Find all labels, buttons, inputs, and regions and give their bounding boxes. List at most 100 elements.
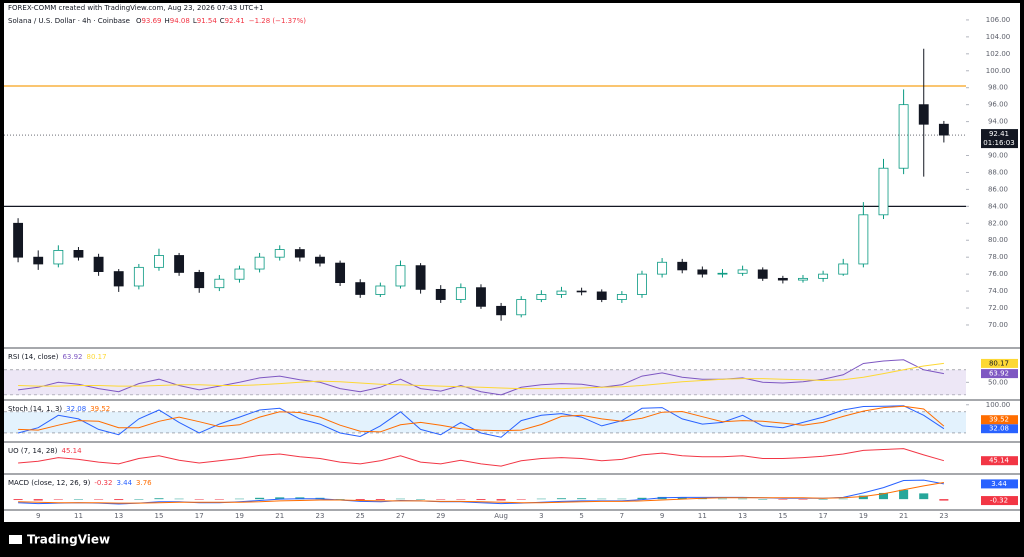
candle-body (496, 305, 507, 316)
candle-body (274, 249, 285, 258)
indicator-line (18, 359, 944, 396)
symbol-header: Solana / U.S. Dollar · 4h · Coinbase O93.… (8, 17, 306, 25)
legend-value: -0.32 (94, 479, 112, 487)
value-tag-label: 39.52 (989, 416, 1009, 424)
histogram-bar (637, 497, 647, 500)
candle-body (878, 167, 889, 216)
value-tag (981, 424, 1018, 434)
candle-body (516, 299, 527, 316)
indicator-title: MACD (close, 12, 26, 9) (8, 479, 91, 487)
histogram-bar (395, 498, 406, 500)
candle-body (113, 271, 124, 287)
x-tick-label: 11 (74, 512, 83, 520)
y-tick-label: 72.00 (988, 304, 1008, 312)
x-tick-label: 21 (275, 512, 284, 520)
symbol: Solana / U.S. Dollar · 4h · Coinbase (8, 17, 130, 25)
histogram-bar (878, 492, 889, 500)
y-tick-label: 74.00 (988, 287, 1008, 295)
histogram-bar (617, 498, 627, 500)
candle-body (455, 287, 466, 300)
y-tick-label: 88.00 (988, 168, 1008, 176)
indicator-line (18, 448, 945, 467)
y-tick-label: 84.00 (988, 202, 1008, 210)
indicator-band (4, 411, 966, 433)
value-tag-label: 63.92 (989, 370, 1009, 378)
y-tick-label: 80.00 (988, 236, 1008, 244)
value-tag-label: 3.44 (991, 480, 1007, 488)
histogram-bar (476, 499, 486, 501)
last-price-tag (981, 129, 1018, 149)
indicator-legend: MACD (close, 12, 26, 9) -0.32 3.44 3.76 (8, 479, 152, 487)
legend-value: 32.08 (66, 405, 86, 413)
histogram-bar (114, 499, 124, 501)
histogram-bar (436, 499, 446, 500)
x-tick-label: 17 (819, 512, 828, 520)
candle-body (918, 104, 929, 125)
x-tick-label: 27 (396, 512, 405, 520)
indicator-line (18, 362, 944, 390)
y-tick-label: 98.00 (988, 84, 1008, 92)
x-tick-label: 3 (539, 512, 543, 520)
histogram-bar (496, 499, 506, 501)
histogram-bar (738, 498, 748, 500)
candle-body (556, 290, 567, 295)
indicator-title: Stoch (14, 1, 3) (8, 405, 62, 413)
ohlc-value: 93.69 (141, 17, 161, 25)
histogram-bar (858, 495, 868, 500)
candle-body (697, 269, 708, 275)
y-tick-label: 86.00 (988, 185, 1008, 193)
histogram-bar (33, 499, 43, 501)
candle-body (476, 287, 486, 307)
histogram-bar (53, 499, 63, 500)
histogram-bar (758, 499, 768, 500)
value-tag (981, 358, 1018, 368)
y-tick-label: 90.00 (988, 152, 1008, 160)
candle-body (536, 294, 547, 300)
candle-body (355, 282, 366, 295)
ohlc-key: H (165, 17, 170, 25)
candle-body (798, 277, 808, 281)
candle-body (737, 269, 748, 274)
watermark-line: FOREX-COMM created with TradingView.com,… (8, 4, 264, 12)
candle-body (616, 294, 627, 300)
x-tick-label: 9 (660, 512, 664, 520)
ohlc-value: 94.08 (170, 17, 190, 25)
indicator-legend: UO (7, 14, 28) 45.14 (8, 447, 82, 455)
ohlc-value: 92.41 (225, 17, 245, 25)
x-tick-label: 29 (436, 512, 445, 520)
y-tick-label: 96.00 (988, 101, 1008, 109)
y-tick-label: 82.00 (988, 219, 1008, 227)
x-tick-label: 23 (939, 512, 948, 520)
candle-body (435, 288, 446, 300)
ohlc-key: L (193, 17, 197, 25)
candle-body (637, 273, 647, 295)
y-tick-label: 106.00 (986, 16, 1011, 24)
candle-body (13, 222, 24, 258)
histogram-bar (717, 498, 728, 500)
candle-body (596, 291, 607, 300)
y-tick-label: 78.00 (988, 253, 1008, 261)
histogram-bar (456, 499, 466, 500)
chart-area (4, 3, 1020, 522)
candle-body (254, 256, 265, 270)
candle-body (154, 255, 164, 268)
x-tick-label: 7 (620, 512, 624, 520)
candle-body (395, 265, 406, 287)
histogram-bar (375, 499, 385, 501)
y-tick-label: 50.00 (988, 378, 1008, 386)
indicator-band (4, 369, 966, 395)
legend-value: 45.14 (62, 447, 83, 455)
indicator-line (18, 405, 945, 433)
indicator-title: UO (7, 14, 28) (8, 447, 58, 455)
x-tick-label: Aug (494, 512, 508, 520)
histogram-bar (838, 498, 848, 500)
countdown: 01:16:03 (983, 139, 1014, 147)
candle-body (717, 272, 728, 275)
pane-separators (4, 347, 1020, 511)
value-tag (981, 415, 1018, 425)
x-tick-label: 23 (316, 512, 325, 520)
histogram-bar (939, 499, 949, 501)
x-tick-label: 11 (698, 512, 707, 520)
histogram-bar (174, 498, 184, 500)
histogram-bar (275, 497, 285, 500)
